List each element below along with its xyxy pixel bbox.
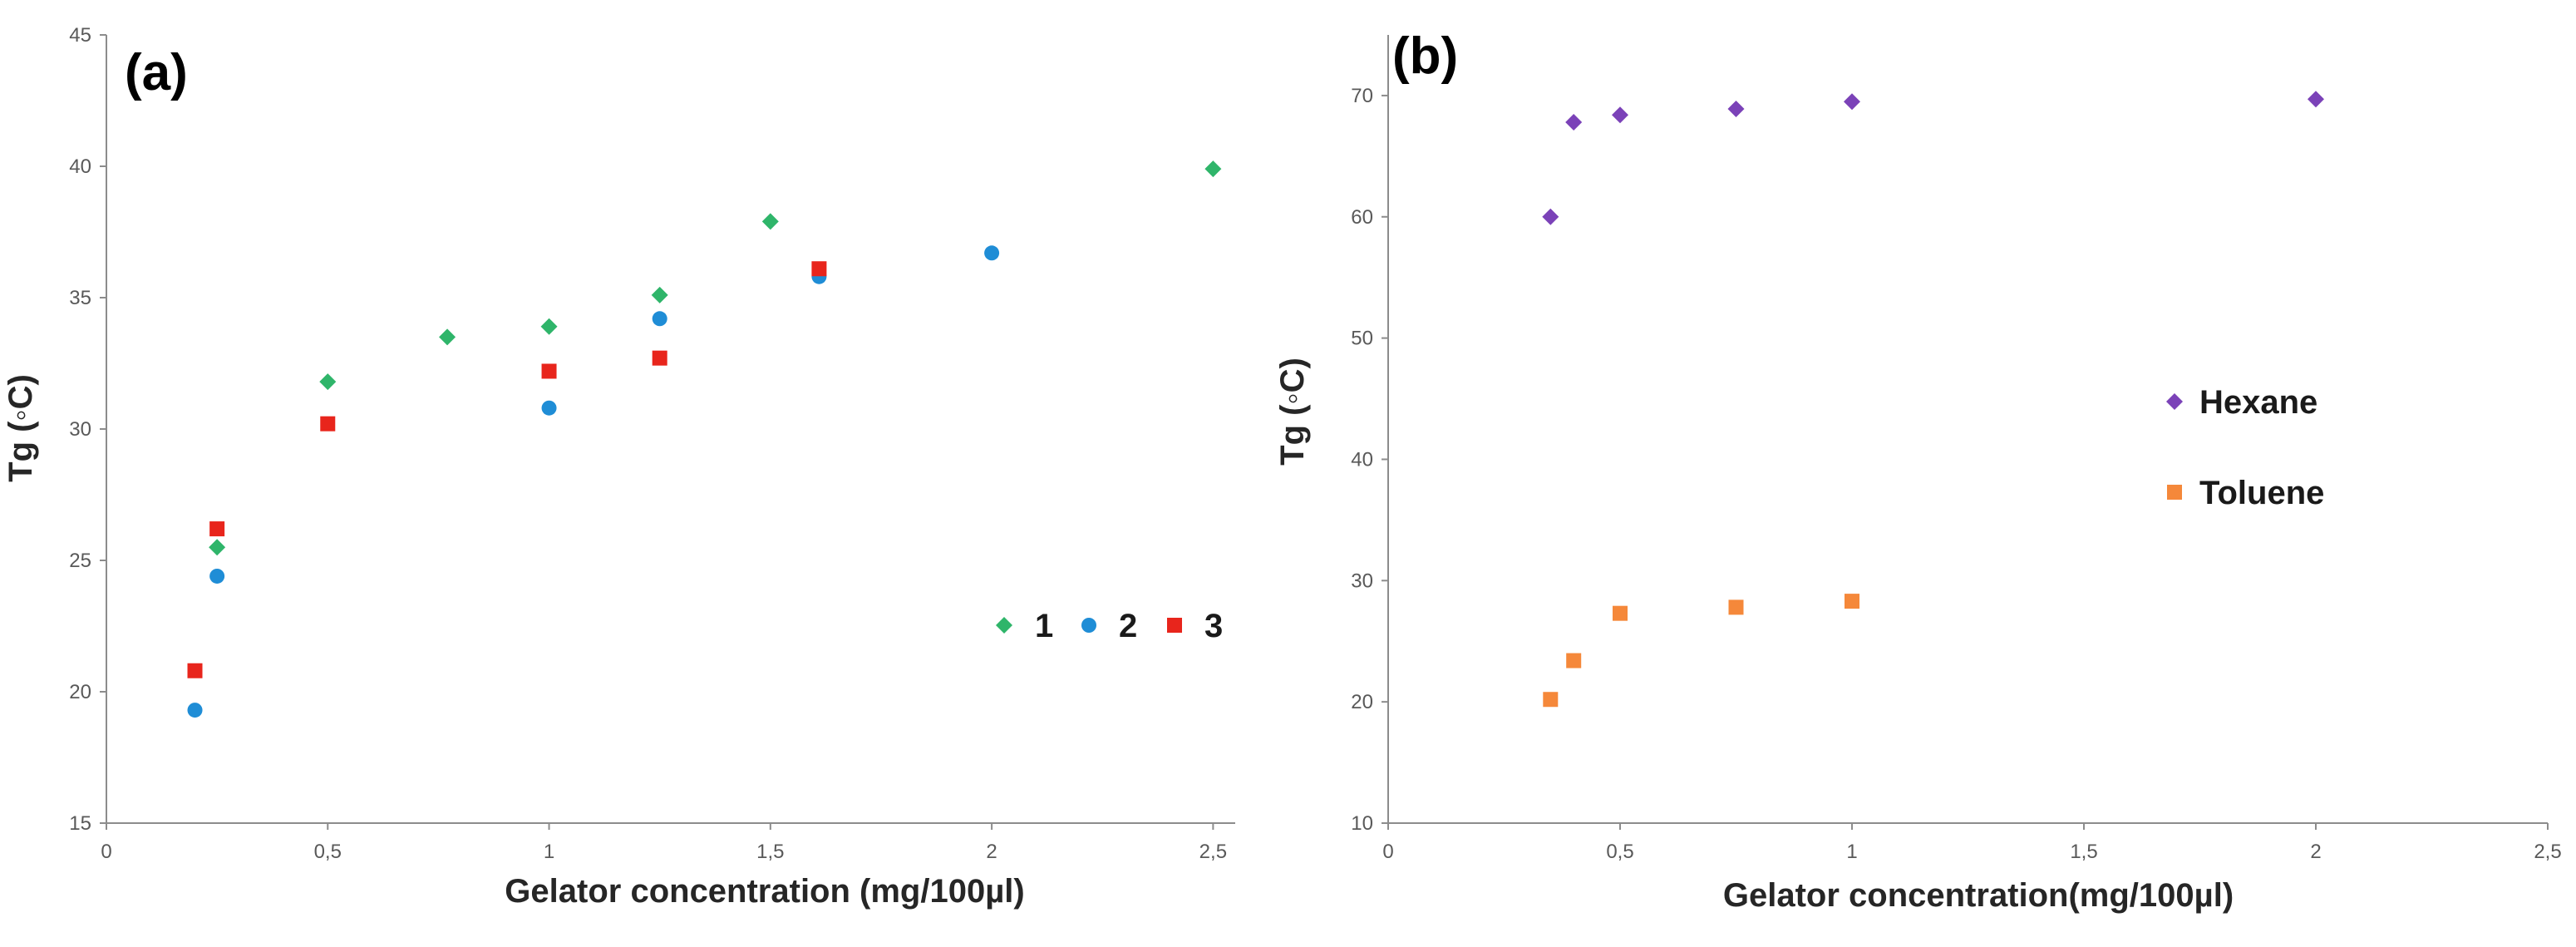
data-point (1542, 208, 1559, 225)
y-tick-label: 45 (69, 24, 91, 47)
data-point (209, 568, 225, 584)
data-point (1727, 100, 1745, 117)
x-tick-label: 0,5 (1606, 841, 1633, 863)
y-tick-label: 30 (1351, 570, 1373, 592)
legend: 1 2 3 (996, 608, 1223, 644)
x-tick-label: 1 (1846, 841, 1857, 863)
data-point (1845, 594, 1859, 609)
legend-marker (1167, 618, 1182, 633)
legend-label: Hexane (2199, 384, 2317, 421)
y-axis-label: Tg (◦C) (2, 374, 39, 482)
y-tick-label: 35 (69, 287, 91, 309)
data-point (540, 318, 558, 335)
series-3 (187, 261, 827, 678)
x-tick-label: 0,5 (314, 841, 342, 863)
data-point (1565, 114, 1583, 131)
x-tick-label: 0 (1382, 841, 1393, 863)
series-1 (209, 160, 1222, 556)
data-point (811, 261, 827, 277)
data-point (652, 350, 667, 366)
legend-label: Toluene (2199, 475, 2324, 511)
data-point (2308, 91, 2324, 108)
x-tick-label: 2,5 (2534, 841, 2561, 863)
x-tick-label: 2 (2310, 841, 2321, 863)
panel-label: (a) (125, 44, 188, 101)
series-hexane (1542, 91, 2324, 225)
y-tick-label: 15 (69, 812, 91, 835)
legend: Hexane Toluene (2166, 384, 2324, 511)
y-tick-label: 70 (1351, 85, 1373, 107)
x-axis-label: Gelator concentration(mg/100µl) (1723, 877, 2234, 914)
data-point (187, 703, 203, 718)
x-tick-label: 1 (544, 841, 554, 863)
y-tick-label: 20 (69, 681, 91, 703)
data-point (541, 400, 557, 416)
data-point (1612, 106, 1628, 124)
y-tick-label: 25 (69, 550, 91, 572)
data-point (209, 539, 226, 556)
data-point (541, 363, 557, 379)
data-point (1204, 160, 1222, 178)
y-tick-label: 50 (1351, 328, 1373, 350)
y-axis-label: Tg (◦C) (1274, 358, 1311, 466)
y-tick-label: 20 (1351, 691, 1373, 713)
data-point (209, 521, 225, 537)
legend-label: 3 (1204, 608, 1223, 644)
data-point (1566, 653, 1582, 668)
x-tick-label: 2,5 (1199, 841, 1227, 863)
data-point (761, 213, 779, 230)
panel-b: 10 20 30 40 50 60 70 0 0,5 1 1,5 2 2,5 Gelator concen… (1274, 27, 2562, 914)
y-tick-label: 10 (1351, 812, 1373, 835)
data-point (320, 416, 336, 432)
x-tick-label: 1,5 (756, 841, 784, 863)
y-tick-label: 40 (1351, 448, 1373, 471)
data-point (1844, 93, 1860, 111)
legend-marker (996, 617, 1012, 634)
series-toluene (1543, 594, 1859, 708)
data-point (652, 311, 667, 327)
data-point (319, 373, 337, 391)
legend-marker (2167, 485, 2182, 500)
data-point (1613, 605, 1628, 621)
data-point (1543, 692, 1559, 708)
y-tick-label: 40 (69, 155, 91, 178)
x-tick-label: 2 (986, 841, 997, 863)
legend-marker (1081, 618, 1096, 633)
data-point (1728, 599, 1744, 615)
y-tick-label: 30 (69, 418, 91, 441)
data-point (651, 286, 668, 303)
legend-label: 1 (1035, 608, 1053, 644)
x-axis-label: Gelator concentration (mg/100µl) (505, 873, 1024, 910)
x-tick-label: 1,5 (2070, 841, 2097, 863)
data-point (187, 663, 203, 678)
y-tick-label: 60 (1351, 206, 1373, 229)
legend-marker (2166, 393, 2183, 410)
data-point (439, 328, 456, 346)
series-2 (187, 245, 1000, 718)
data-point (984, 245, 1000, 261)
x-tick-label: 0 (101, 841, 111, 863)
panel-label: (b) (1392, 27, 1458, 85)
legend-label: 2 (1119, 608, 1137, 644)
panel-a: 15 20 25 30 35 40 45 0 0,5 1 1,5 2 2,5 Gelator concen… (2, 24, 1235, 910)
